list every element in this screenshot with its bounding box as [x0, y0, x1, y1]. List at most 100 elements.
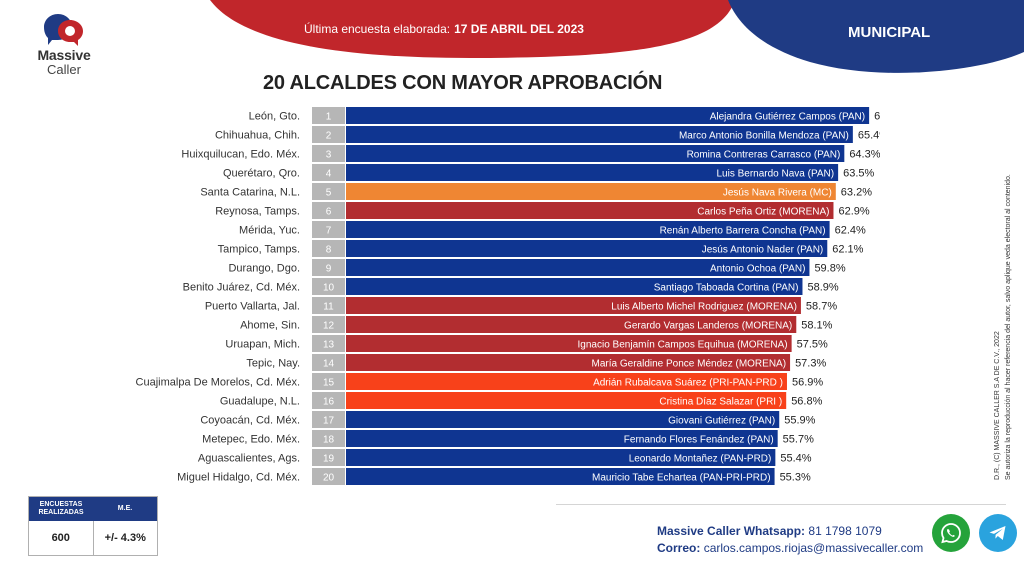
rank-number: 18	[323, 435, 335, 446]
mayor-name: Luis Alberto Michel Rodriguez (MORENA)	[611, 302, 797, 313]
telegram-icon[interactable]	[979, 514, 1017, 552]
value-label: 58.9%	[807, 282, 838, 294]
city-label: Tepic, Nay.	[246, 358, 300, 370]
value-label: 65.4%	[858, 130, 880, 142]
city-label: Mérida, Yuc.	[239, 225, 300, 237]
brand-logo: Massive Caller	[26, 10, 102, 76]
city-label: Durango, Dgo.	[228, 263, 300, 275]
bar-row-9: Durango, Dgo.9Antonio Ochoa (PAN)59.8%	[228, 259, 845, 276]
mayor-name: Ignacio Benjamín Campos Equihua (MORENA)	[578, 340, 788, 351]
city-label: Puerto Vallarta, Jal.	[205, 301, 300, 313]
bar-row-5: Santa Catarina, N.L. 5 Jesús Nava Rivera (…	[200, 183, 872, 200]
survey-date-value: 17 DE ABRIL DEL 2023	[454, 22, 584, 36]
rank-number: 20	[323, 473, 335, 484]
survey-stats-table: ENCUESTAS REALIZADAS M.E. 600 +/- 4.3%	[28, 496, 158, 556]
city-label: Santa Catarina, N.L.	[200, 187, 300, 199]
mayor-name: Marco Antonio Bonilla Mendoza (PAN)	[679, 131, 849, 142]
rank-number: 17	[323, 416, 335, 427]
copyright-note: D.R., (C) MASSIVE CALLER S.A DE C.V., 20…	[992, 120, 1014, 480]
value-label: 63.2%	[841, 187, 872, 199]
rank-number: 10	[323, 283, 335, 294]
bar-row-6: Reynosa, Tamps. 6 Carlos Peña Ortiz (MOREN…	[215, 202, 870, 219]
survey-date-header: Última encuesta elaborada:17 DE ABRIL DE…	[304, 22, 584, 36]
value-label: 58.7%	[806, 301, 837, 313]
value-label: 55.3%	[780, 472, 811, 484]
mayor-name: Carlos Peña Ortiz (MORENA)	[697, 207, 829, 218]
mayor-name: Santiago Taboada Cortina (PAN)	[654, 283, 799, 294]
bar-row-8: Tampico, Tamps.8Jesús Antonio Nader (PAN…	[218, 240, 864, 257]
rank-number: 15	[323, 378, 335, 389]
city-label: Uruapan, Mich.	[225, 339, 300, 351]
rank-number: 12	[323, 321, 335, 332]
rank-number: 5	[326, 188, 332, 199]
city-label: Coyoacán, Cd. Méx.	[200, 415, 300, 427]
bar-row-16: Guadalupe, N.L. 16 Cristina Díaz Salazar (…	[220, 392, 823, 409]
whatsapp-icon[interactable]	[932, 514, 970, 552]
mayor-name: Fernando Flores Fenández (PAN)	[624, 435, 774, 446]
city-label: Metepec, Edo. Méx.	[202, 434, 300, 446]
mayor-name: María Geraldine Ponce Méndez (MORENA)	[592, 359, 787, 370]
city-label: Querétaro, Qro.	[223, 168, 300, 180]
rank-number: 16	[323, 397, 335, 408]
city-label: León, Gto.	[249, 111, 300, 123]
mayor-name: Luis Bernardo Nava (PAN)	[716, 169, 834, 180]
mayor-name: Adrián Rubalcava Suárez (PRI-PAN-PRD )	[593, 378, 783, 389]
mayor-name: Jesús Antonio Nader (PAN)	[702, 245, 824, 256]
mayor-name: Jesús Nava Rivera (MC)	[723, 188, 832, 199]
bar-row-1: León, Gto.1Alejandra Gutiérrez Campos (P…	[249, 107, 880, 124]
value-label: 56.9%	[792, 377, 823, 389]
city-label: Miguel Hidalgo, Cd. Méx.	[177, 472, 300, 484]
rank-number: 6	[326, 207, 332, 218]
mayor-name: Leonardo Montañez (PAN-PRD)	[629, 454, 772, 465]
city-label: Aguascalientes, Ags.	[198, 453, 300, 465]
reproduction-note: Se autoriza la reproducción al hacer ref…	[1003, 120, 1014, 480]
city-label: Tampico, Tamps.	[218, 244, 300, 256]
bar-row-4: Querétaro, Qro. 4 Luis Bernardo Nava (PAN)…	[223, 164, 875, 181]
value-label: 56.8%	[791, 396, 822, 408]
bar-row-11: Puerto Vallarta, Jal. 11 Luis Alberto Mich…	[205, 297, 838, 314]
contact-whatsapp: Massive Caller Whatsapp: 81 1798 1079	[657, 524, 882, 538]
bar-row-2: Chihuahua, Chih. 2 Marco Antonio Bonilla M…	[215, 126, 880, 143]
value-label: 57.3%	[795, 358, 826, 370]
email-address[interactable]: carlos.campos.riojas@massivecaller.com	[704, 541, 924, 555]
stats-margin-value: +/- 4.3%	[93, 521, 158, 555]
copyright-line: D.R., (C) MASSIVE CALLER S.A DE C.V., 20…	[992, 120, 1003, 480]
logo-text-caller: Caller	[26, 63, 102, 76]
value-label: 63.5%	[843, 168, 874, 180]
mayor-name: Antonio Ochoa (PAN)	[710, 264, 805, 275]
city-label: Chihuahua, Chih.	[215, 130, 300, 142]
city-label: Huixquilucan, Edo. Méx.	[181, 149, 300, 161]
bar-row-17: Coyoacán, Cd. Méx. 17 Giovani Gutiérrez (P…	[200, 411, 815, 428]
bar-row-18: Metepec, Edo. Méx. 18 Fernando Flores Fená…	[202, 430, 814, 447]
mayor-name: Mauricio Tabe Echartea (PAN-PRI-PRD)	[592, 473, 771, 484]
approval-bar-chart: León, Gto.1Alejandra Gutiérrez Campos (P…	[0, 104, 880, 490]
rank-number: 2	[326, 131, 332, 142]
value-label: 62.4%	[835, 225, 866, 237]
rank-number: 11	[323, 302, 334, 313]
mayor-name: Romina Contreras Carrasco (PAN)	[687, 150, 841, 161]
bar-row-15: Cuajimalpa De Morelos, Cd. Méx. 15 Adrián …	[136, 373, 824, 390]
whatsapp-label: Massive Caller Whatsapp:	[657, 524, 805, 538]
stats-value-row: 600 +/- 4.3%	[29, 521, 157, 555]
city-label: Cuajimalpa De Morelos, Cd. Méx.	[136, 377, 300, 389]
rank-number: 7	[326, 226, 332, 237]
value-label: 55.4%	[780, 453, 811, 465]
rank-number: 9	[326, 264, 332, 275]
stats-header-margin: M.E.	[93, 497, 157, 521]
value-label: 64.3%	[849, 149, 880, 161]
city-label: Reynosa, Tamps.	[215, 206, 300, 218]
rank-number: 4	[326, 169, 332, 180]
rank-number: 3	[326, 150, 332, 161]
mayor-name: Giovani Gutiérrez (PAN)	[668, 416, 775, 427]
rank-number: 19	[323, 454, 335, 465]
mayor-name: Cristina Díaz Salazar (PRI )	[659, 397, 782, 408]
stats-header-surveys: ENCUESTAS REALIZADAS	[29, 497, 93, 521]
bar-row-14: Tepic, Nay.14María Geraldine Ponce Ménde…	[246, 354, 826, 371]
email-label: Correo:	[657, 541, 700, 555]
mayor-name: Gerardo Vargas Landeros (MORENA)	[624, 321, 792, 332]
city-label: Guadalupe, N.L.	[220, 396, 300, 408]
value-label: 67.5%	[874, 111, 880, 123]
bar-row-13: Uruapan, Mich.13Ignacio Benjamín Campos …	[225, 335, 828, 352]
whatsapp-number[interactable]: 81 1798 1079	[808, 524, 881, 538]
rank-number: 1	[326, 112, 332, 123]
